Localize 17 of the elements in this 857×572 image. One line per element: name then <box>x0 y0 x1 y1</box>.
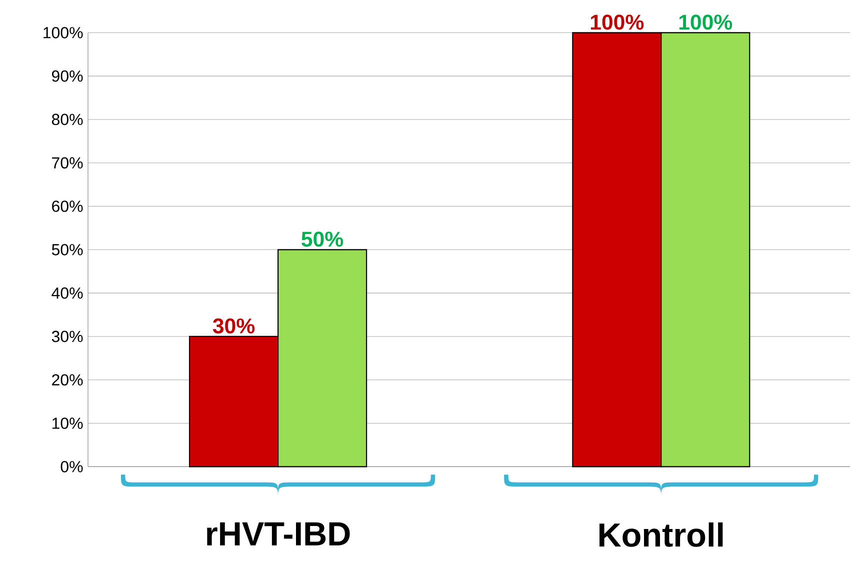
y-tick-label: 10% <box>52 418 83 429</box>
y-tick-label: 50% <box>52 244 83 256</box>
y-tick-label: 70% <box>52 157 83 169</box>
y-tick-label: 60% <box>52 200 83 212</box>
y-tick-label: 90% <box>52 70 83 82</box>
x-tick-label: rHVT-IBD <box>207 522 350 546</box>
x-tick-label: Kontroll <box>599 522 723 547</box>
data-label: 100% <box>679 14 732 30</box>
y-tick-label: 40% <box>52 287 83 299</box>
data-label: 30% <box>212 318 255 334</box>
y-tick-label: 30% <box>52 330 83 342</box>
data-label: 50% <box>302 232 344 247</box>
y-tick-label: 100% <box>44 27 83 38</box>
y-tick-label: 0% <box>60 461 83 472</box>
y-tick-label: 80% <box>52 114 83 126</box>
y-tick-label: 20% <box>52 374 83 386</box>
data-label: 100% <box>590 14 644 30</box>
